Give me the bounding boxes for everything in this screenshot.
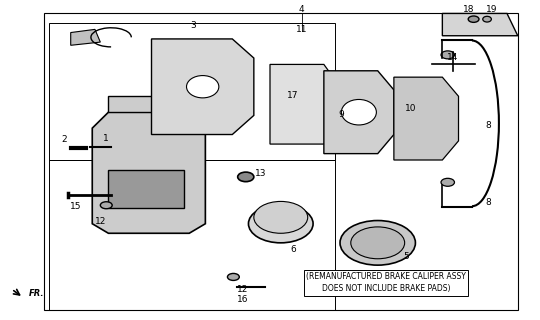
Text: 19: 19 bbox=[486, 5, 498, 14]
Ellipse shape bbox=[100, 202, 112, 209]
Ellipse shape bbox=[441, 178, 455, 186]
Polygon shape bbox=[394, 77, 458, 160]
Text: FR.: FR. bbox=[29, 289, 45, 298]
Text: 11: 11 bbox=[295, 25, 307, 34]
Text: 15: 15 bbox=[70, 202, 82, 211]
Text: 2: 2 bbox=[62, 135, 67, 144]
Polygon shape bbox=[152, 39, 254, 134]
Ellipse shape bbox=[248, 204, 313, 243]
Text: 16: 16 bbox=[237, 295, 249, 304]
Ellipse shape bbox=[341, 100, 376, 125]
Ellipse shape bbox=[351, 227, 404, 259]
Ellipse shape bbox=[483, 16, 491, 22]
Text: 4: 4 bbox=[299, 5, 304, 14]
Text: (REMANUFACTURED BRAKE CALIPER ASSY
DOES NOT INCLUDE BRAKE PADS): (REMANUFACTURED BRAKE CALIPER ASSY DOES … bbox=[306, 272, 465, 293]
Text: 17: 17 bbox=[287, 91, 299, 100]
Ellipse shape bbox=[441, 51, 455, 59]
Text: 8: 8 bbox=[485, 197, 491, 206]
Ellipse shape bbox=[238, 172, 254, 182]
Ellipse shape bbox=[254, 201, 308, 233]
Polygon shape bbox=[324, 71, 394, 154]
Ellipse shape bbox=[227, 273, 239, 280]
Bar bbox=[44, 13, 518, 310]
Polygon shape bbox=[92, 112, 205, 233]
Polygon shape bbox=[109, 96, 163, 112]
Text: 18: 18 bbox=[462, 5, 474, 14]
Ellipse shape bbox=[186, 76, 219, 98]
Text: 9: 9 bbox=[339, 110, 345, 119]
Polygon shape bbox=[71, 29, 100, 45]
Text: 12: 12 bbox=[94, 217, 106, 226]
Ellipse shape bbox=[340, 220, 415, 265]
Ellipse shape bbox=[468, 16, 479, 22]
Polygon shape bbox=[442, 13, 518, 36]
FancyBboxPatch shape bbox=[109, 170, 184, 208]
Text: 5: 5 bbox=[403, 252, 409, 261]
Text: 6: 6 bbox=[291, 245, 296, 254]
Text: 12: 12 bbox=[238, 284, 249, 293]
Text: 8: 8 bbox=[485, 121, 491, 130]
Text: 14: 14 bbox=[448, 53, 459, 62]
Text: 13: 13 bbox=[255, 169, 267, 178]
Text: 1: 1 bbox=[103, 134, 109, 143]
Polygon shape bbox=[270, 64, 340, 144]
Text: 10: 10 bbox=[406, 104, 417, 113]
Text: 3: 3 bbox=[191, 21, 197, 30]
